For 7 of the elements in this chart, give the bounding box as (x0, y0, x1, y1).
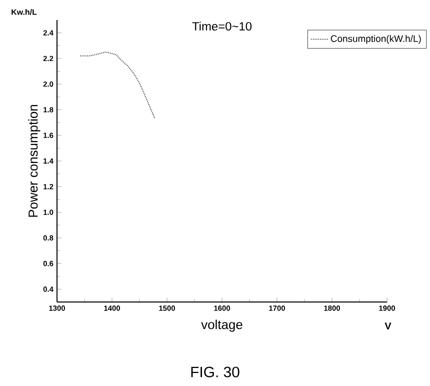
chart-title: Time=0~10 (192, 22, 252, 31)
text: V (384, 322, 392, 330)
x-axis-title: voltage (201, 320, 242, 332)
caption: FIG. 30 (191, 366, 240, 378)
line-series (80, 52, 156, 120)
legend-label: Consumption(kW.h/L) (330, 35, 421, 44)
y-axis-title: Power consumption (28, 104, 40, 217)
